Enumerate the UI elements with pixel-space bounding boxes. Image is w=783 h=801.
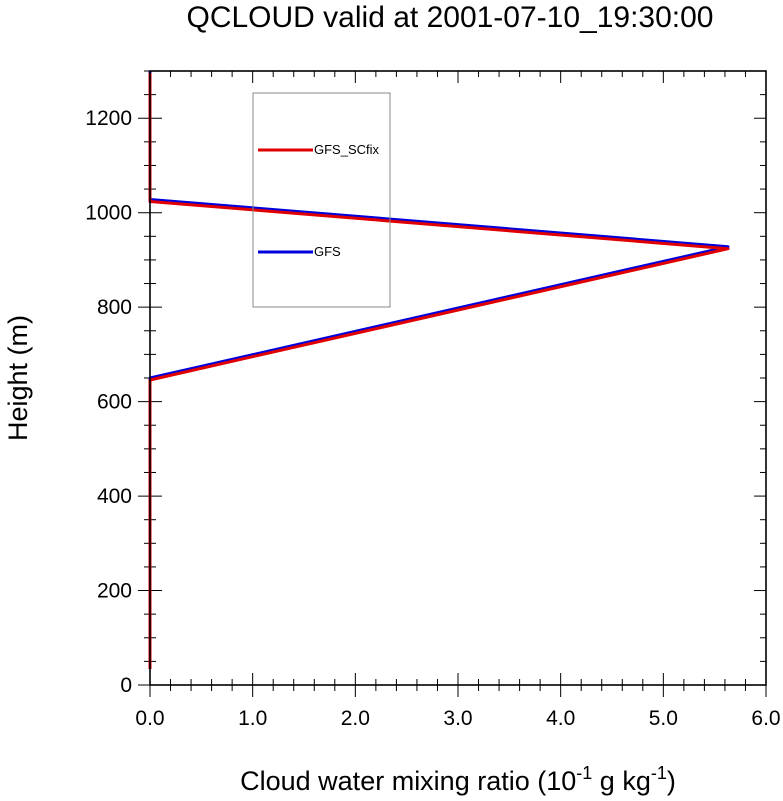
y-tick-labels: 0 200 400 600 800 1000 1200 <box>85 107 132 697</box>
x-tick-label: 5.0 <box>649 707 678 730</box>
y-tick-label: 0 <box>120 674 132 697</box>
y-tick-label: 1200 <box>85 107 132 130</box>
y-tick-label: 800 <box>97 296 132 319</box>
y-tick-label: 600 <box>97 391 132 414</box>
plot-frame <box>149 70 767 686</box>
x-tick-label: 0.0 <box>135 707 164 730</box>
series-line-gfs-scfix <box>148 73 730 670</box>
y-tick-label: 1000 <box>85 202 132 225</box>
y-tick-label: 200 <box>97 580 132 603</box>
x-tick-label: 6.0 <box>751 707 780 730</box>
chart-title: QCLOUD valid at 2001-07-10_19:30:00 <box>187 1 714 34</box>
series-line-gfs <box>148 71 730 668</box>
series-lines <box>148 71 730 670</box>
legend: GFS_SCfix GFS <box>252 92 391 308</box>
legend-box <box>252 92 391 308</box>
x-tick-label: 3.0 <box>443 707 472 730</box>
x-axis-label: Cloud water mixing ratio (10-1 g kg-1) <box>240 763 676 796</box>
x-tick-label: 4.0 <box>546 707 575 730</box>
y-tick-label: 400 <box>97 485 132 508</box>
legend-label-gfs: GFS <box>314 244 341 259</box>
x-tick-label: 2.0 <box>341 707 370 730</box>
legend-label-gfs-scfix: GFS_SCfix <box>314 142 380 157</box>
x-tick-labels: 0.0 1.0 2.0 3.0 4.0 5.0 6.0 <box>135 707 780 730</box>
axis-ticks <box>138 70 767 697</box>
x-tick-label: 1.0 <box>238 707 267 730</box>
y-axis-label: Height (m) <box>3 315 33 441</box>
